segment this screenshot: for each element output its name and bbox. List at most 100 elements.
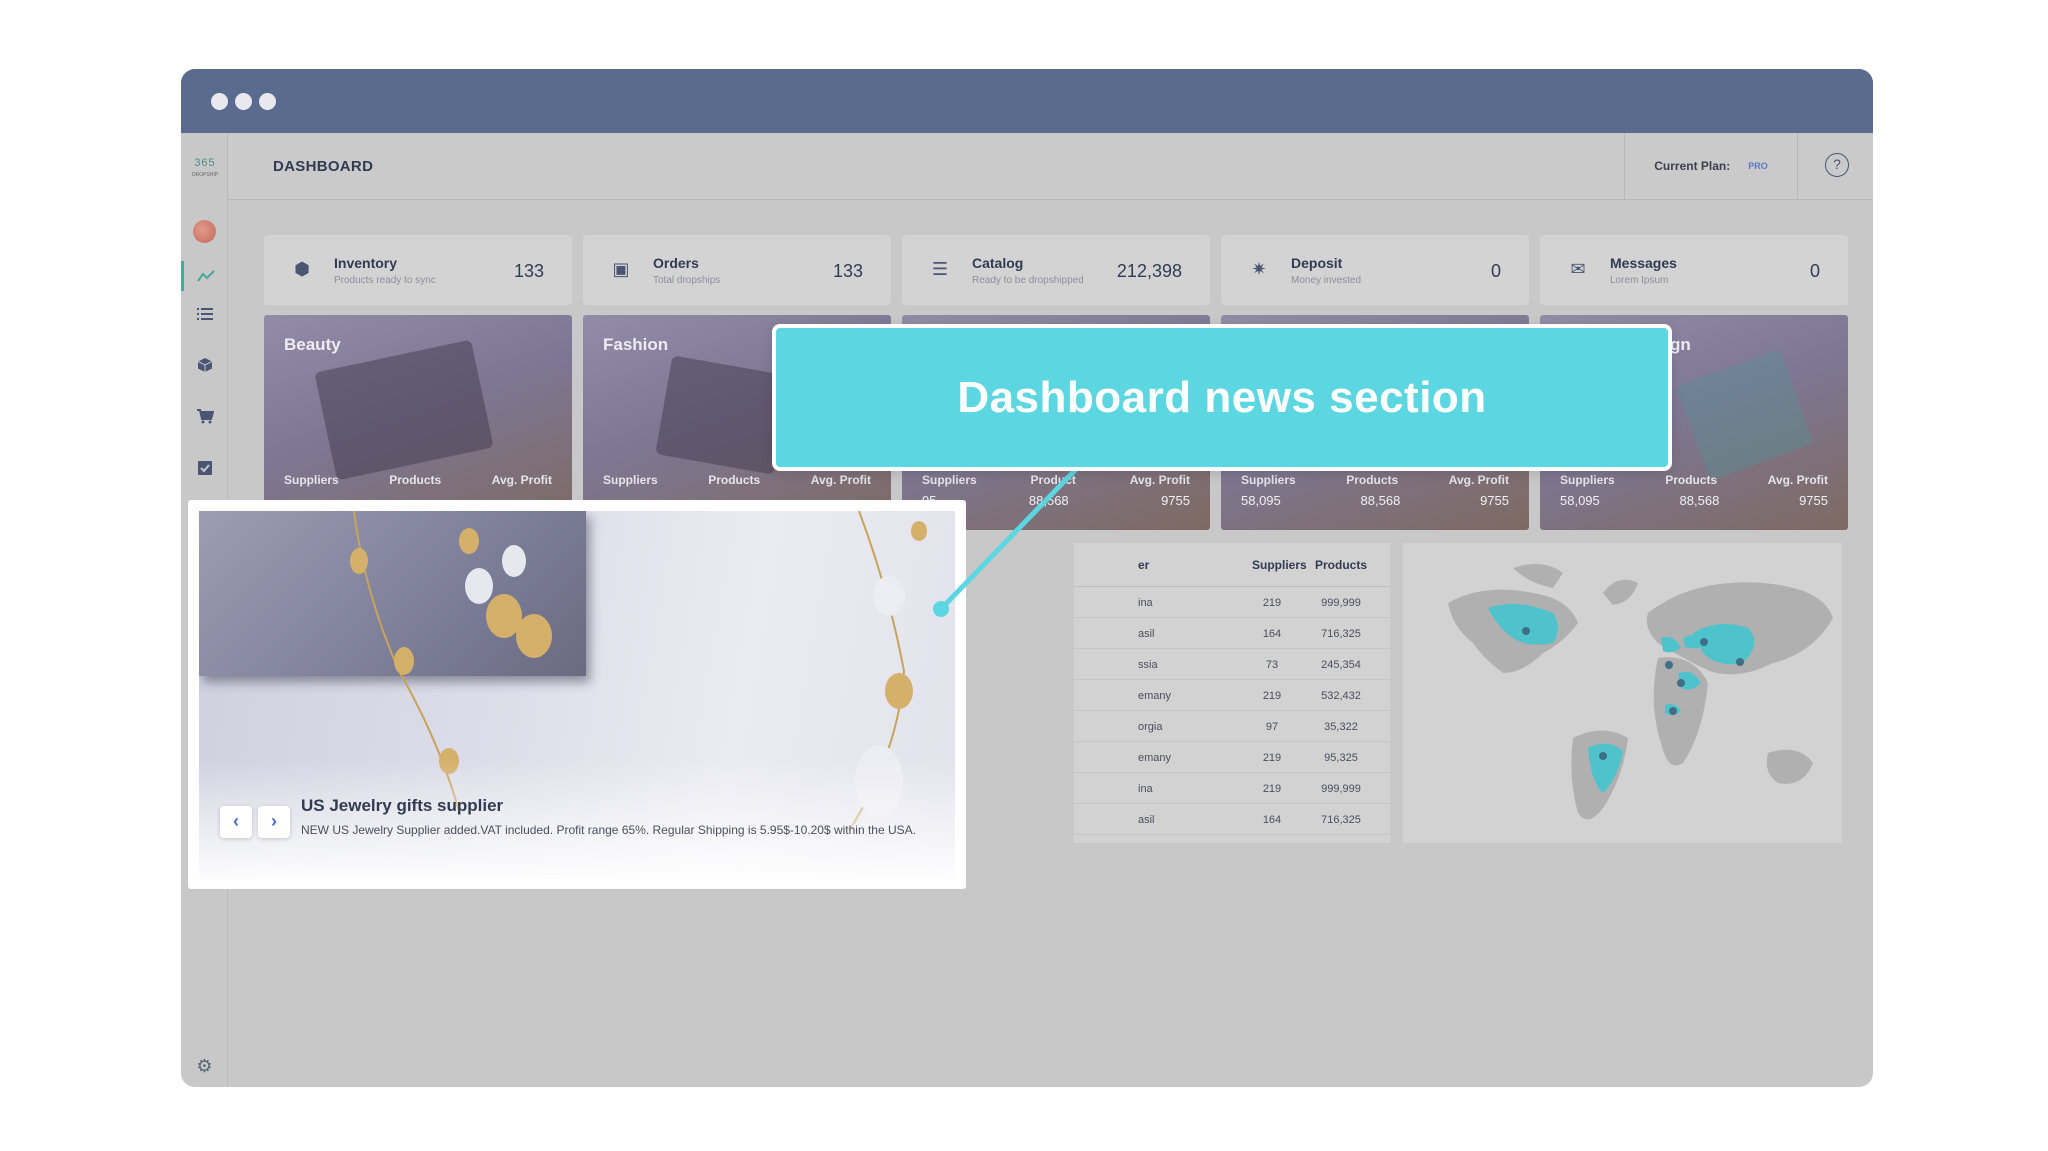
table-row[interactable]: ssia 73 245,354 — [1074, 649, 1390, 680]
cell-country: ina — [1138, 597, 1153, 609]
products-label: Products — [389, 473, 442, 487]
envelope-icon: ✉ — [1570, 259, 1586, 279]
stat-card-inventory[interactable]: ⬢ Inventory Products ready to sync 133 — [264, 235, 572, 305]
sidebar-item-analytics[interactable] — [181, 261, 228, 291]
suppliers-label: Suppliers — [603, 473, 658, 487]
logo-subtext: DROPSHIP — [191, 172, 219, 178]
suppliers-label: Suppliers — [1560, 473, 1615, 487]
products-label: Product — [1030, 473, 1076, 487]
news-section[interactable]: ‹ › US Jewelry gifts supplier NEW US Jew… — [188, 500, 966, 889]
category-image — [655, 355, 791, 475]
category-image — [1676, 349, 1814, 481]
sidebar-item-orders[interactable] — [181, 452, 228, 482]
stat-card-deposit[interactable]: ✷ Deposit Money invested 0 — [1221, 235, 1529, 305]
cell-products: 95,325 — [1324, 752, 1358, 764]
list-icon: ☰ — [931, 259, 949, 279]
profit-label: Avg. Profit — [491, 473, 552, 487]
news-prev-button[interactable]: ‹ — [220, 806, 252, 838]
world-map[interactable] — [1403, 543, 1842, 843]
stat-card-catalog[interactable]: ☰ Catalog Ready to be dropshipped 212,39… — [902, 235, 1210, 305]
cell-suppliers: 219 — [1262, 752, 1282, 764]
cell-suppliers: 73 — [1265, 659, 1279, 671]
profit-value: 9755 — [1161, 493, 1190, 508]
app-logo[interactable]: 365 DROPSHIP — [187, 157, 223, 179]
table-row[interactable]: emany 219 532,432 — [1074, 680, 1390, 711]
help-icon[interactable]: ? — [1825, 153, 1849, 177]
stat-value: 0 — [1490, 261, 1501, 281]
logo-text: 365 — [194, 157, 216, 169]
clipboard-icon: ▣ — [612, 259, 630, 279]
column-suppliers: Suppliers — [1252, 558, 1307, 572]
cell-country: ssia — [1138, 659, 1158, 671]
cell-suppliers: 219 — [1262, 597, 1282, 609]
window-minimize-dot[interactable] — [235, 93, 252, 110]
avatar[interactable] — [193, 220, 216, 243]
window-close-dot[interactable] — [211, 93, 228, 110]
app-window: 365 DROPSHIP ⚙ DASHBOARD Current Plan: P… — [181, 69, 1873, 1087]
tutorial-callout: Dashboard news section — [772, 324, 1672, 471]
cell-products: 716,325 — [1321, 628, 1361, 640]
products-value: 88,568 — [1360, 493, 1401, 508]
table-row[interactable]: asil 164 716,325 — [1074, 618, 1390, 649]
column-country: er — [1138, 558, 1150, 572]
table-row[interactable]: ina 219 999,999 — [1074, 773, 1390, 804]
suppliers-label: Suppliers — [284, 473, 339, 487]
cell-country: asil — [1138, 628, 1155, 640]
cell-products: 999,999 — [1321, 783, 1361, 795]
sidebar-item-cart[interactable] — [181, 401, 228, 431]
table-row[interactable]: asil 164 716,325 — [1074, 804, 1390, 835]
category-image — [314, 339, 494, 481]
category-card-beauty[interactable]: Beauty Suppliers Products Avg. Profit — [264, 315, 572, 530]
cell-products: 35,322 — [1324, 721, 1358, 733]
table-row[interactable]: emany 219 95,325 — [1074, 742, 1390, 773]
stat-card-orders[interactable]: ▣ Orders Total dropships 133 — [583, 235, 891, 305]
products-label: Products — [1346, 473, 1399, 487]
category-labels: Suppliers Products Avg. Profit — [603, 473, 871, 487]
world-map-graphic — [1448, 564, 1833, 820]
suppliers-value: 58,095 — [1560, 493, 1600, 508]
suppliers-table: er Suppliers Products ina 219 999,999 asil… — [1074, 543, 1390, 843]
category-labels: Suppliers Product Avg. Profit — [922, 473, 1190, 487]
cell-suppliers: 219 — [1262, 690, 1282, 702]
list-icon — [196, 308, 213, 320]
category-title: gn — [1670, 335, 1691, 354]
cell-country: emany — [1138, 690, 1172, 702]
suppliers-label: Suppliers — [922, 473, 977, 487]
cell-country: ina — [1138, 783, 1153, 795]
cell-suppliers: 164 — [1262, 814, 1282, 826]
plan-badge[interactable]: PRO — [1748, 161, 1768, 171]
profit-value: 9755 — [1799, 493, 1828, 508]
sidebar-item-list[interactable] — [181, 299, 228, 329]
table-row[interactable]: orgia 97 35,322 — [1074, 711, 1390, 742]
news-next-button[interactable]: › — [258, 806, 290, 838]
cell-country: orgia — [1138, 721, 1163, 733]
news-title[interactable]: US Jewelry gifts supplier — [301, 796, 504, 815]
box-icon — [197, 358, 212, 372]
news-image — [199, 511, 955, 879]
news-fade — [199, 759, 955, 879]
profit-label: Avg. Profit — [1448, 473, 1509, 487]
cell-products: 245,354 — [1321, 659, 1361, 671]
category-title: Beauty — [284, 335, 341, 354]
window-maximize-dot[interactable] — [259, 93, 276, 110]
products-value: 88,568 — [1028, 493, 1069, 508]
category-values: 58,095 88,568 9755 — [1241, 493, 1509, 508]
cell-country: asil — [1138, 814, 1155, 826]
stat-name: Orders — [653, 255, 699, 271]
sidebar-item-inventory[interactable] — [181, 350, 228, 380]
suppliers-value: 58,095 — [1241, 493, 1281, 508]
box-icon: ⬢ — [294, 259, 310, 279]
profit-label: Avg. Profit — [810, 473, 871, 487]
stat-value: 133 — [513, 261, 544, 281]
stat-subtitle: Total dropships — [653, 275, 721, 286]
products-label: Products — [1665, 473, 1718, 487]
chevron-right-icon: › — [271, 811, 277, 831]
cell-products: 716,325 — [1321, 814, 1361, 826]
category-values: 58,095 88,568 9755 — [1560, 493, 1828, 508]
gear-icon[interactable]: ⚙ — [196, 1056, 213, 1076]
stat-name: Messages — [1610, 255, 1677, 271]
table-row[interactable]: ina 219 999,999 — [1074, 587, 1390, 618]
page-header: DASHBOARD Current Plan: PRO ? — [228, 133, 1873, 200]
stat-card-messages[interactable]: ✉ Messages Lorem Ipsum 0 — [1540, 235, 1848, 305]
profit-label: Avg. Profit — [1129, 473, 1190, 487]
